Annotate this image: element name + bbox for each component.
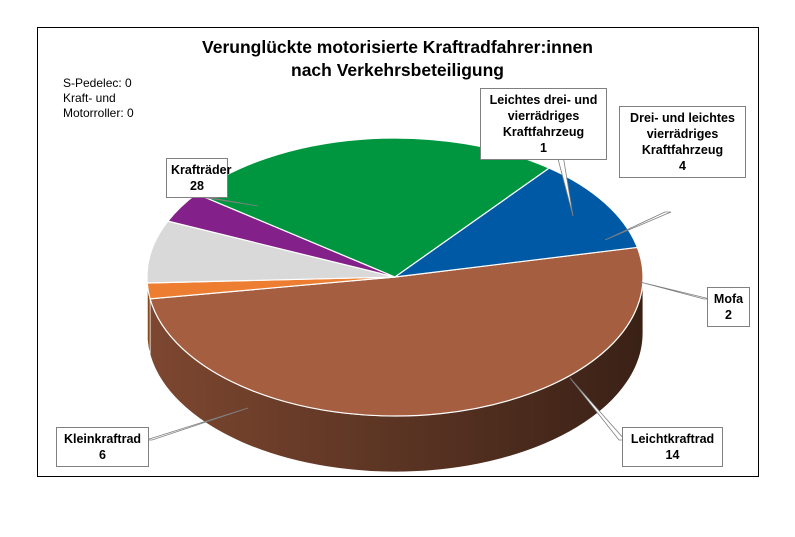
- slice-label-name-3-0: Mofa: [713, 292, 744, 306]
- note-line-3: Motorroller: 0: [63, 106, 134, 120]
- chart-title-line-1: Verunglückte motorisierte Kraftradfahrer…: [202, 37, 593, 57]
- pie-top: [146, 137, 644, 417]
- slice-label-value-1: 1: [540, 141, 547, 155]
- note-line-2: Kraft- und: [63, 91, 116, 105]
- note-line-1: S-Pedelec: 0: [63, 76, 132, 90]
- pie-slice-0: [149, 246, 644, 417]
- pie-slice-5: [394, 167, 639, 278]
- slice-label-value-4: 14: [665, 448, 680, 462]
- slice-label-value-0: 28: [190, 179, 204, 193]
- slice-label-name-4-0: Leichtkraftrad: [630, 432, 715, 446]
- leader-line-5: [145, 407, 249, 441]
- slice-label-5: Kleinkraftrad 6: [56, 427, 149, 467]
- slice-label-2: Drei- und leichtes vierrädriges Kraftfahrz…: [619, 106, 746, 178]
- slice-label-name-2-2: Kraftfahrzeug: [641, 143, 724, 157]
- slice-label-value-3: 2: [725, 308, 732, 322]
- slice-label-name-2-0: Drei- und leichtes: [630, 111, 735, 125]
- slice-label-value-2: 4: [679, 159, 686, 173]
- pie-slice-2: [146, 220, 396, 284]
- chart-note: S-Pedelec: 0 Kraft- und Motorroller: 0: [63, 76, 134, 121]
- slice-label-name-1-0: Leichtes drei- und: [489, 93, 598, 107]
- leader-line-2: [604, 211, 672, 241]
- slice-label-4: Leichtkraftrad 14: [622, 427, 723, 467]
- chart-title: Verunglückte motorisierte Kraftradfahrer…: [40, 36, 755, 82]
- slice-label-name-2-1: vierrädriges: [646, 127, 719, 141]
- chart-title-line-2: nach Verkehrsbeteiligung: [291, 60, 504, 80]
- slice-label-name-5-0: Kleinkraftrad: [63, 432, 142, 446]
- slice-label-name-0-0: Krafträder: [171, 163, 232, 177]
- slice-label-name-1-2: Kraftfahrzeug: [502, 125, 585, 139]
- slice-label-1: Leichtes drei- und vierrädriges Kraftfahrz…: [480, 88, 607, 160]
- leader-line-3: [639, 281, 711, 300]
- slice-label-name-1-1: vierrädriges: [507, 109, 580, 123]
- leader-lines: [145, 154, 711, 441]
- slice-label-0: Krafträder 28: [166, 158, 232, 198]
- slice-label-value-5: 6: [99, 448, 106, 462]
- slice-label-3: Mofa 2: [707, 287, 750, 327]
